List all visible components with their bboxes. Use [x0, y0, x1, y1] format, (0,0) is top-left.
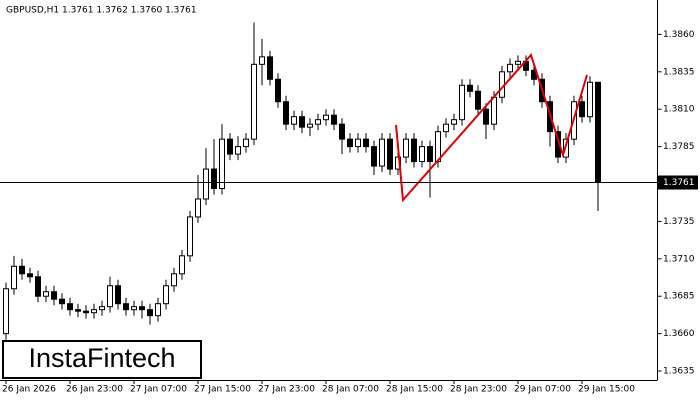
candle-body — [187, 216, 193, 257]
candle-body — [3, 288, 9, 335]
candle-body — [451, 119, 457, 125]
current-price-box — [658, 175, 698, 190]
candle-body — [171, 273, 177, 287]
candle-body — [251, 63, 257, 140]
candle-body — [411, 138, 417, 163]
y-tick-label: 1.3635 — [663, 367, 695, 377]
x-tick-label: 27 Jan 07:00 — [130, 385, 187, 395]
candle-body — [43, 291, 49, 297]
candle-body — [299, 116, 305, 128]
candle-body — [379, 138, 385, 167]
candle-body — [275, 78, 281, 103]
x-tick-label: 28 Jan 15:00 — [386, 385, 443, 395]
candle-body — [491, 96, 497, 125]
y-tick-label: 1.3735 — [663, 217, 695, 227]
candle-body — [147, 309, 153, 317]
candle-body — [195, 198, 201, 218]
candle-body — [35, 276, 41, 297]
candle-body — [131, 306, 137, 311]
pattern-line — [395, 53, 588, 203]
candle-body — [243, 138, 249, 148]
candle-body — [427, 146, 433, 163]
candle-body — [355, 138, 361, 148]
x-tick-label: 27 Jan 15:00 — [194, 385, 251, 395]
candle-body — [155, 303, 161, 317]
candle-body — [483, 108, 489, 125]
candle-body — [91, 309, 97, 314]
x-tick-label: 29 Jan 15:00 — [578, 385, 635, 395]
chart-title: GBPUSD,H1 1.3761 1.3762 1.3760 1.3761 — [6, 6, 197, 16]
candle-body — [291, 116, 297, 125]
candle-body — [227, 138, 233, 155]
candle-body — [115, 285, 121, 305]
candle-body — [59, 298, 65, 305]
candle-body — [259, 56, 265, 65]
candle-body — [83, 310, 89, 314]
logo-box — [2, 340, 202, 379]
candle-body — [51, 291, 57, 300]
y-tick-label: 1.3785 — [663, 142, 695, 152]
candle-body — [179, 255, 185, 275]
candle-body — [331, 114, 337, 125]
candle-body — [211, 168, 217, 190]
candle-body — [235, 146, 241, 155]
candle-body — [475, 90, 481, 110]
candle-body — [363, 138, 369, 148]
candle-body — [459, 84, 465, 121]
x-tick-label: 27 Jan 23:00 — [258, 385, 315, 395]
candle-body — [107, 285, 113, 308]
logo: InstaFintech — [28, 343, 175, 373]
candle-body — [75, 309, 81, 312]
candle-body — [203, 168, 209, 200]
candle-body — [403, 138, 409, 158]
candle-body — [339, 123, 345, 140]
candle-body — [515, 60, 521, 65]
candle-body — [11, 265, 17, 290]
candle-body — [283, 101, 289, 125]
candle-body — [347, 138, 353, 148]
y-tick-label: 1.3710 — [663, 254, 695, 264]
candle-body — [27, 273, 33, 278]
candle-body — [443, 123, 449, 133]
y-tick-label: 1.3810 — [663, 105, 695, 115]
candle-body — [371, 146, 377, 167]
x-tick-label: 28 Jan 07:00 — [322, 385, 379, 395]
candle-body — [19, 265, 25, 275]
candle-body — [579, 101, 585, 118]
candle-body — [139, 306, 145, 311]
candle-body — [507, 63, 513, 73]
candle-body — [323, 114, 329, 121]
y-tick-label: 1.3860 — [663, 30, 695, 40]
y-tick-label: 1.3685 — [663, 292, 695, 302]
y-tick-label: 1.3660 — [663, 329, 695, 339]
candle-body — [267, 56, 273, 80]
candle-body — [595, 81, 601, 184]
x-tick-label: 26 Jan 23:00 — [66, 385, 123, 395]
candle-body — [67, 303, 73, 311]
candle-body — [163, 285, 169, 305]
x-tick-label: 28 Jan 23:00 — [450, 385, 507, 395]
candle-body — [467, 84, 473, 92]
candle-body — [307, 123, 313, 128]
candle-body — [315, 119, 321, 125]
candle-body — [587, 81, 593, 118]
candle-body — [123, 303, 129, 311]
candle-body — [219, 138, 225, 190]
current-price-label: 1.3761 — [663, 178, 695, 188]
y-tick-label: 1.3835 — [663, 67, 695, 77]
candle-body — [99, 306, 105, 311]
candle-body — [387, 138, 393, 170]
x-tick-label: 26 Jan 2026 — [2, 385, 56, 395]
x-tick-label: 29 Jan 07:00 — [514, 385, 571, 395]
candle-body — [419, 146, 425, 163]
